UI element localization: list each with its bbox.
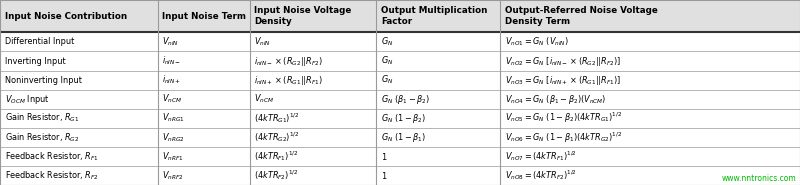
Bar	[0, 109, 800, 128]
Bar	[0, 166, 800, 185]
Text: $V_{nCM}$: $V_{nCM}$	[254, 93, 274, 105]
Text: $V_{nRF2}$: $V_{nRF2}$	[162, 169, 184, 182]
Text: Output Multiplication
Factor: Output Multiplication Factor	[381, 6, 487, 26]
Bar	[0, 90, 800, 109]
Bar	[0, 128, 800, 147]
Text: $G_N$: $G_N$	[381, 55, 394, 67]
Text: $1$: $1$	[381, 151, 387, 162]
Bar	[0, 51, 800, 70]
Text: $G_N\ (1 - \beta_1)$: $G_N\ (1 - \beta_1)$	[381, 131, 426, 144]
Text: Gain Resistor, $R_{G2}$: Gain Resistor, $R_{G2}$	[5, 131, 79, 144]
Text: $V_{nO6} = G_N\ (1 - \beta_1)(4kTR_{G2})^{1/2}$: $V_{nO6} = G_N\ (1 - \beta_1)(4kTR_{G2})…	[505, 130, 622, 144]
Bar	[0, 0, 800, 32]
Bar	[0, 70, 800, 90]
Text: Feedback Resistor, $R_{F2}$: Feedback Resistor, $R_{F2}$	[5, 169, 98, 182]
Text: $(4kTR_{G1})^{1/2}$: $(4kTR_{G1})^{1/2}$	[254, 111, 300, 125]
Text: Input Noise Voltage
Density: Input Noise Voltage Density	[254, 6, 352, 26]
Text: $i_{nIN+}$: $i_{nIN+}$	[162, 74, 182, 86]
Text: $(4kTR_{F1})^{1/2}$: $(4kTR_{F1})^{1/2}$	[254, 149, 299, 163]
Text: $V_{nO5} = G_N\ (1 - \beta_2)(4kTR_{G1})^{1/2}$: $V_{nO5} = G_N\ (1 - \beta_2)(4kTR_{G1})…	[505, 111, 622, 125]
Text: $V_{nIN}$: $V_{nIN}$	[254, 36, 271, 48]
Text: $i_{nIN+} \times (R_{G1}||R_{F1})$: $i_{nIN+} \times (R_{G1}||R_{F1})$	[254, 74, 323, 87]
Text: Gain Resistor, $R_{G1}$: Gain Resistor, $R_{G1}$	[5, 112, 79, 125]
Text: $i_{nIN-}$: $i_{nIN-}$	[162, 55, 182, 67]
Text: $V_{nO2} = G_N\ [i_{nIN-} \times (R_{G2}||R_{F2})]$: $V_{nO2} = G_N\ [i_{nIN-} \times (R_{G2}…	[505, 55, 621, 68]
Bar	[0, 32, 800, 51]
Text: $G_N\ (1 - \beta_2)$: $G_N\ (1 - \beta_2)$	[381, 112, 426, 125]
Text: $i_{nIN-} \times (R_{G2}||R_{F2})$: $i_{nIN-} \times (R_{G2}||R_{F2})$	[254, 55, 323, 68]
Text: $V_{nO1} = G_N\ (V_{nIN})$: $V_{nO1} = G_N\ (V_{nIN})$	[505, 36, 569, 48]
Bar	[0, 147, 800, 166]
Text: $(4kTR_{F2})^{1/2}$: $(4kTR_{F2})^{1/2}$	[254, 169, 299, 182]
Text: $V_{nRG1}$: $V_{nRG1}$	[162, 112, 185, 125]
Text: $V_{nRG2}$: $V_{nRG2}$	[162, 131, 185, 144]
Text: Input Noise Term: Input Noise Term	[162, 12, 246, 21]
Text: $V_{nCM}$: $V_{nCM}$	[162, 93, 182, 105]
Text: $G_N$: $G_N$	[381, 74, 394, 86]
Text: $V_{nO3} = G_N\ [i_{nIN+} \times (R_{G1}||R_{F1})]$: $V_{nO3} = G_N\ [i_{nIN+} \times (R_{G1}…	[505, 74, 621, 87]
Text: Input Noise Contribution: Input Noise Contribution	[5, 12, 127, 21]
Text: Inverting Input: Inverting Input	[5, 57, 66, 65]
Text: $V_{nO8} = (4kTR_{F2})^{1/2}$: $V_{nO8} = (4kTR_{F2})^{1/2}$	[505, 169, 577, 182]
Text: $1$: $1$	[381, 170, 387, 181]
Text: Noninverting Input: Noninverting Input	[5, 76, 82, 85]
Text: $G_N$: $G_N$	[381, 36, 394, 48]
Text: Differential Input: Differential Input	[5, 37, 74, 46]
Text: $V_{OCM}$ Input: $V_{OCM}$ Input	[5, 93, 50, 106]
Text: $V_{nRF1}$: $V_{nRF1}$	[162, 150, 184, 163]
Text: Output-Referred Noise Voltage
Density Term: Output-Referred Noise Voltage Density Te…	[505, 6, 658, 26]
Text: Feedback Resistor, $R_{F1}$: Feedback Resistor, $R_{F1}$	[5, 150, 98, 163]
Text: $V_{nIN}$: $V_{nIN}$	[162, 36, 179, 48]
Text: $V_{nO7} = (4kTR_{F1})^{1/2}$: $V_{nO7} = (4kTR_{F1})^{1/2}$	[505, 149, 577, 163]
Text: $(4kTR_{G2})^{1/2}$: $(4kTR_{G2})^{1/2}$	[254, 130, 300, 144]
Text: $G_N\ (\beta_1 - \beta_2)$: $G_N\ (\beta_1 - \beta_2)$	[381, 93, 430, 106]
Text: $V_{nO4} = G_N\ (\beta_1 - \beta_2)(V_{nCM})$: $V_{nO4} = G_N\ (\beta_1 - \beta_2)(V_{n…	[505, 93, 606, 106]
Text: www.nntronics.com: www.nntronics.com	[722, 174, 796, 183]
